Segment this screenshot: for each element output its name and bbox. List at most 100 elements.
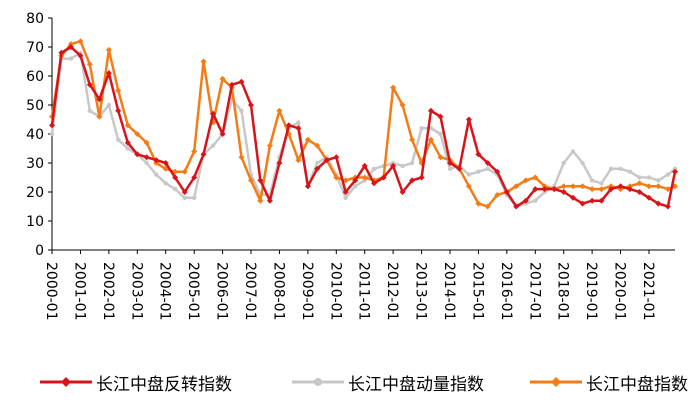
data-point (333, 174, 340, 181)
x-tick-label: 2018-01 (555, 262, 571, 321)
data-point (143, 139, 150, 146)
data-point (266, 142, 273, 149)
data-point (115, 107, 122, 114)
data-point (513, 203, 520, 210)
data-point (579, 200, 586, 207)
data-point (494, 168, 501, 175)
data-point (134, 131, 141, 137)
data-point (352, 177, 359, 184)
data-point (210, 143, 216, 148)
data-point (380, 174, 387, 181)
data-point (456, 165, 463, 172)
x-tick-label: 2007-01 (242, 262, 258, 321)
legend-swatch-midcap (530, 377, 582, 387)
data-point (125, 146, 131, 151)
data-point (96, 96, 103, 103)
data-point (49, 131, 55, 137)
legend: 长江中盘反转指数 长江中盘动量指数 长江中盘指数 (0, 366, 699, 398)
data-point (49, 122, 55, 129)
legend-swatch-reversal (40, 377, 92, 387)
data-point (570, 183, 577, 190)
data-point (315, 160, 320, 166)
y-tick-label: 80 (26, 11, 44, 27)
data-point (361, 174, 368, 181)
data-point (86, 81, 93, 88)
data-point (409, 136, 416, 143)
data-point (608, 166, 614, 171)
data-point (476, 169, 481, 174)
data-point (636, 189, 643, 195)
data-point (124, 122, 131, 129)
data-point (532, 174, 539, 181)
data-point (664, 203, 671, 210)
data-point (598, 197, 605, 204)
data-point (296, 120, 301, 125)
data-point (485, 166, 490, 171)
x-tick-label: 2000-01 (43, 262, 59, 321)
x-tick-label: 2020-01 (612, 262, 628, 321)
data-point (541, 186, 548, 193)
data-point (371, 166, 377, 171)
data-point (466, 172, 472, 177)
data-point (427, 107, 434, 114)
y-tick-label: 60 (26, 69, 44, 85)
data-point (182, 195, 187, 200)
data-point (598, 186, 605, 193)
data-point (163, 181, 168, 186)
x-tick-label: 2001-01 (71, 262, 87, 321)
data-point (77, 38, 84, 45)
data-point (560, 183, 567, 190)
data-point (465, 116, 472, 123)
data-point (353, 184, 358, 189)
x-tick-label: 2004-01 (157, 262, 173, 321)
data-point (172, 186, 178, 192)
y-tick-label: 20 (26, 185, 44, 201)
data-point (115, 87, 122, 94)
data-point (589, 178, 595, 183)
data-point (665, 172, 671, 177)
x-tick-label: 2003-01 (128, 262, 144, 321)
y-tick-label: 0 (35, 243, 44, 259)
data-point (570, 194, 577, 201)
data-point (106, 102, 112, 108)
y-tick-label: 40 (26, 127, 44, 143)
data-point (589, 186, 596, 193)
data-point (627, 169, 633, 174)
data-point (484, 203, 491, 210)
y-tick-label: 10 (26, 214, 44, 230)
data-point (314, 165, 321, 172)
data-point (68, 56, 74, 61)
data-point (219, 131, 226, 137)
data-point (494, 191, 501, 198)
data-point (636, 180, 643, 187)
data-point (484, 160, 491, 166)
data-point (153, 157, 160, 164)
legend-label-momentum: 长江中盘动量指数 (348, 374, 484, 395)
data-point (503, 189, 510, 195)
data-point (419, 126, 424, 131)
data-point (399, 189, 406, 195)
data-point (390, 162, 397, 169)
data-point (238, 78, 245, 85)
data-point (210, 110, 217, 117)
data-point (87, 108, 93, 114)
x-tick-label: 2021-01 (640, 262, 656, 321)
data-point (96, 113, 103, 120)
data-point (248, 102, 255, 108)
data-point (333, 154, 340, 161)
data-point (285, 122, 292, 129)
data-point (295, 125, 302, 132)
x-tick-label: 2014-01 (441, 262, 457, 321)
data-point (371, 180, 378, 187)
legend-swatch-momentum (292, 378, 344, 386)
data-point (144, 160, 149, 166)
data-point (191, 148, 198, 155)
legend-item-midcap: 长江中盘指数 (530, 366, 688, 398)
data-point (617, 183, 624, 190)
x-tick-label: 2006-01 (214, 262, 230, 321)
data-point (124, 139, 131, 146)
data-point (86, 61, 93, 68)
x-tick-label: 2010-01 (327, 262, 343, 321)
data-point (580, 160, 585, 166)
series-2 (49, 38, 678, 210)
